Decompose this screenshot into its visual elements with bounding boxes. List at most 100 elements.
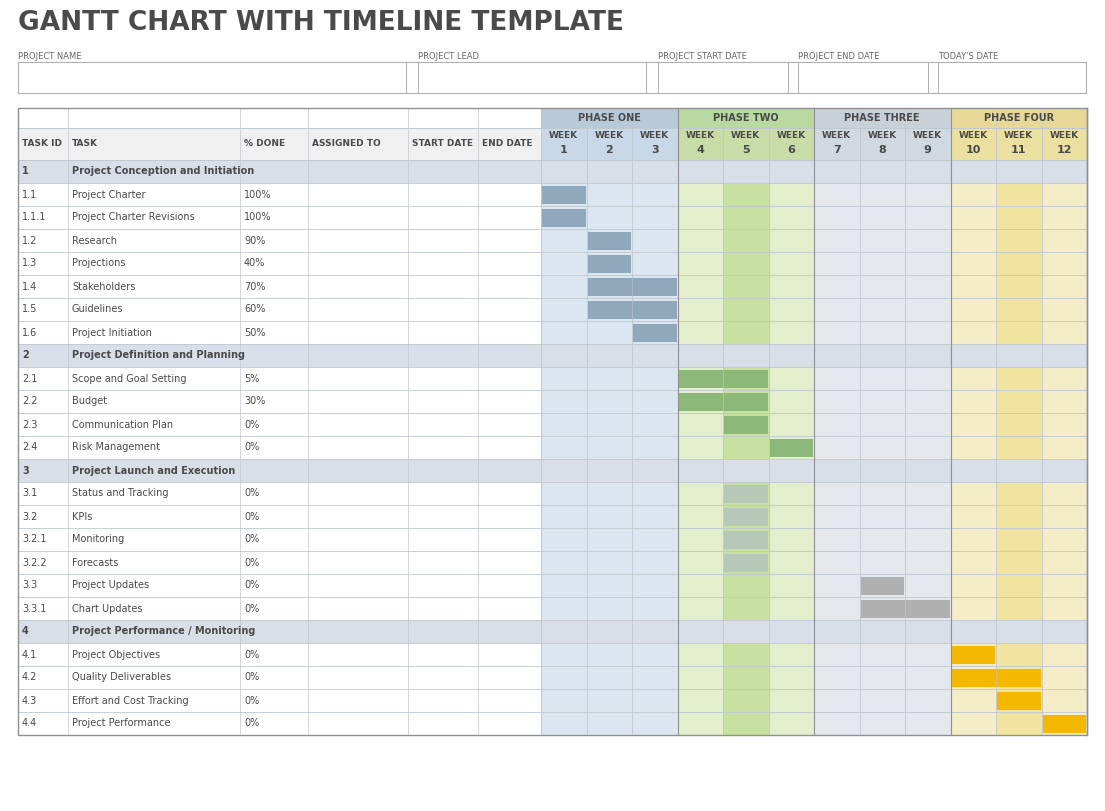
Bar (768, 298, 814, 321)
Bar (677, 551, 723, 574)
Bar (860, 712, 905, 735)
Bar (677, 275, 723, 298)
Bar (541, 620, 587, 643)
Bar (996, 128, 1042, 160)
Bar (587, 252, 632, 275)
Bar (1042, 128, 1087, 160)
Bar (768, 643, 814, 666)
Bar (18, 298, 541, 321)
Bar (814, 620, 860, 643)
Bar (18, 574, 541, 597)
Bar (768, 252, 814, 275)
Bar (860, 183, 905, 206)
Bar (996, 275, 1042, 298)
Bar (677, 206, 723, 229)
Bar (860, 436, 905, 459)
Bar (905, 597, 950, 620)
Text: Research: Research (72, 235, 117, 246)
Bar (18, 413, 541, 436)
Text: 4.4: 4.4 (22, 719, 38, 728)
Bar (723, 666, 768, 689)
Bar (860, 252, 905, 275)
Bar (905, 390, 950, 413)
Text: TASK ID: TASK ID (22, 139, 62, 148)
Bar (905, 367, 950, 390)
Text: 0%: 0% (244, 719, 260, 728)
Bar (768, 574, 814, 597)
Bar (587, 551, 632, 574)
Bar (677, 183, 723, 206)
Bar (723, 344, 768, 367)
Bar (1042, 459, 1087, 482)
Bar (996, 712, 1042, 735)
Bar (18, 505, 541, 528)
Bar (950, 528, 996, 551)
Bar (723, 689, 768, 712)
Bar (996, 666, 1042, 689)
Bar (723, 482, 768, 505)
Text: 3: 3 (22, 466, 29, 475)
Bar (814, 108, 950, 128)
Bar (860, 275, 905, 298)
Text: Forecasts: Forecasts (72, 557, 118, 568)
Text: ASSIGNED TO: ASSIGNED TO (312, 139, 381, 148)
Bar (541, 252, 587, 275)
Text: WEEK: WEEK (867, 131, 897, 140)
Bar (814, 321, 860, 344)
Bar (541, 367, 587, 390)
Bar (724, 415, 768, 434)
Text: Risk Management: Risk Management (72, 443, 160, 453)
Bar (905, 643, 950, 666)
Bar (860, 689, 905, 712)
Text: Communication Plan: Communication Plan (72, 419, 173, 430)
Bar (587, 367, 632, 390)
Bar (677, 252, 723, 275)
Text: 4: 4 (696, 145, 704, 155)
Bar (768, 321, 814, 344)
Bar (18, 206, 541, 229)
Bar (677, 482, 723, 505)
Text: WEEK: WEEK (640, 131, 670, 140)
Bar (905, 321, 950, 344)
Bar (657, 62, 788, 93)
Bar (541, 208, 586, 226)
Bar (905, 574, 950, 597)
Bar (950, 390, 996, 413)
Bar (632, 689, 677, 712)
Text: 0%: 0% (244, 534, 260, 544)
Bar (814, 505, 860, 528)
Bar (1042, 298, 1087, 321)
Bar (1042, 597, 1087, 620)
Bar (632, 298, 677, 321)
Text: 1.1.1: 1.1.1 (22, 212, 46, 222)
Text: Project Initiation: Project Initiation (72, 328, 151, 337)
Text: TODAY’S DATE: TODAY’S DATE (938, 52, 998, 61)
Bar (587, 620, 632, 643)
Bar (905, 712, 950, 735)
Text: 4.2: 4.2 (22, 672, 38, 683)
Bar (814, 229, 860, 252)
Bar (1042, 551, 1087, 574)
Bar (768, 505, 814, 528)
Bar (950, 321, 996, 344)
Bar (768, 344, 814, 367)
Text: PROJECT START DATE: PROJECT START DATE (657, 52, 747, 61)
Bar (723, 459, 768, 482)
Text: 2.3: 2.3 (22, 419, 38, 430)
Bar (860, 390, 905, 413)
Text: 2.1: 2.1 (22, 374, 38, 384)
Bar (632, 574, 677, 597)
Bar (950, 367, 996, 390)
Text: PROJECT NAME: PROJECT NAME (18, 52, 82, 61)
Bar (18, 551, 541, 574)
Bar (587, 666, 632, 689)
Bar (1042, 252, 1087, 275)
Bar (996, 689, 1042, 712)
Bar (724, 530, 768, 548)
Bar (541, 436, 587, 459)
Bar (588, 255, 631, 272)
Bar (814, 574, 860, 597)
Bar (950, 344, 996, 367)
Bar (677, 128, 723, 160)
Bar (950, 597, 996, 620)
